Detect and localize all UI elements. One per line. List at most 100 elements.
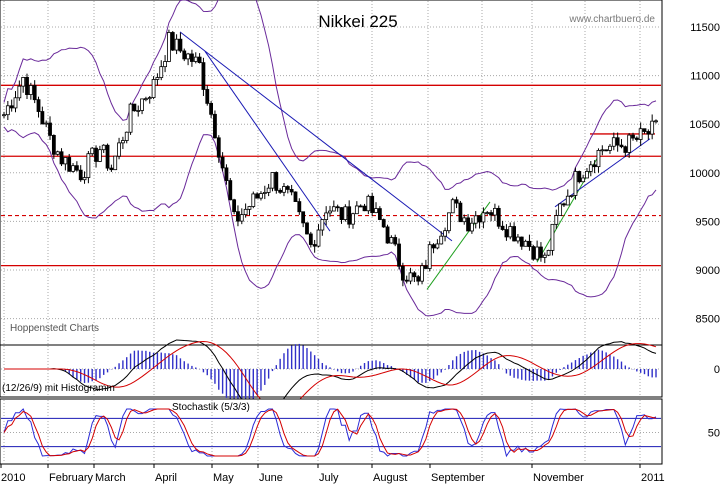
candle-body	[251, 193, 256, 207]
candle-body	[282, 186, 286, 193]
candle-body	[427, 244, 432, 269]
candle-body	[86, 153, 91, 178]
candle-body	[316, 229, 321, 247]
candle-body	[377, 208, 382, 220]
candle-body	[216, 137, 221, 158]
candle-body	[105, 144, 110, 169]
price-tick-label: 10500	[689, 119, 720, 131]
candle-body	[305, 222, 309, 235]
x-tick-label: June	[259, 472, 283, 484]
candle-body	[74, 165, 79, 171]
stoch-d-line	[3, 408, 657, 457]
candle-body	[328, 210, 332, 214]
candle-body	[186, 53, 190, 60]
candle-body	[151, 79, 156, 98]
candle-body	[331, 206, 336, 212]
price-tick-label: 11000	[690, 71, 720, 83]
candle-body	[335, 206, 340, 209]
candle-body	[500, 225, 505, 230]
candle-body	[454, 199, 459, 204]
candle-body	[404, 279, 409, 282]
candle-body	[113, 155, 118, 171]
candle-body	[109, 167, 114, 171]
trend-line-long	[179, 31, 453, 242]
candle-body	[224, 167, 229, 181]
candle-body	[485, 212, 490, 214]
source-label: Hoppenstedt Charts	[10, 323, 99, 334]
candle-body	[301, 211, 306, 224]
x-tick-label: April	[155, 472, 177, 484]
candle-body	[634, 137, 639, 140]
macd-y-axis: 0	[714, 364, 720, 376]
candle-body	[262, 192, 267, 194]
candle-body	[546, 249, 551, 256]
candle-body	[562, 203, 566, 206]
lower-band	[3, 126, 657, 317]
candle-body	[213, 113, 217, 139]
candle-body	[163, 61, 167, 68]
candle-body	[293, 191, 298, 202]
candle-body	[477, 215, 482, 223]
candle-body	[13, 97, 18, 109]
candle-body	[117, 142, 121, 157]
candle-body	[67, 157, 72, 172]
candle-body	[167, 32, 171, 62]
candle-body	[588, 164, 593, 172]
stoch-tick-label: 50	[708, 428, 720, 440]
candle-body	[55, 151, 60, 155]
candle-body	[523, 240, 528, 247]
candle-body	[573, 171, 578, 196]
macd-label: (12/26/9) mit Histogramm	[2, 383, 115, 394]
candle-body	[508, 226, 513, 238]
candle-body	[389, 237, 394, 244]
candle-body	[646, 131, 651, 135]
candle-body	[339, 207, 344, 220]
watermark: www.chartbuero.de	[568, 14, 655, 25]
stoch-panel-frame	[0, 398, 663, 465]
candle-body	[9, 105, 14, 109]
candle-body	[596, 150, 601, 168]
candle-body	[270, 172, 275, 189]
price-candles	[2, 29, 658, 287]
candle-body	[416, 276, 421, 282]
candle-body	[44, 122, 49, 125]
candle-body	[247, 206, 252, 210]
x-tick-label: 2010	[1, 472, 25, 484]
candle-body	[354, 205, 359, 215]
candle-body	[565, 195, 570, 206]
bollinger-bands	[3, 0, 657, 317]
macd-grid	[1, 346, 661, 396]
candle-body	[178, 38, 183, 52]
candle-body	[397, 243, 401, 267]
candle-body	[128, 103, 133, 133]
candle-body	[320, 219, 325, 231]
macd-panel-frame	[0, 344, 663, 398]
candle-body	[577, 171, 582, 183]
candle-body	[619, 144, 624, 148]
candle-body	[136, 110, 141, 112]
candle-body	[28, 85, 33, 95]
candle-body	[420, 265, 424, 282]
candle-body	[182, 50, 187, 60]
stoch-k-line	[3, 408, 657, 458]
candle-body	[101, 144, 106, 151]
x-tick-label: May	[213, 472, 234, 484]
candle-body	[592, 164, 597, 168]
candle-body	[370, 195, 375, 214]
macd-tick-label: 0	[714, 364, 720, 376]
candle-body	[631, 134, 635, 139]
candle-body	[550, 223, 555, 251]
x-axis-labels: 2010 February March April May June July August S…	[0, 464, 665, 484]
candle-body	[36, 99, 41, 112]
x-tick-label: 2011	[641, 472, 665, 484]
x-tick-label: November	[533, 472, 584, 484]
candle-body	[569, 195, 574, 197]
price-tick-label: 11500	[690, 22, 720, 34]
candle-body	[94, 147, 98, 162]
candle-body	[90, 147, 95, 155]
candle-body	[431, 244, 436, 249]
candle-body	[324, 212, 329, 220]
candle-body	[615, 137, 620, 146]
candle-body	[611, 137, 616, 147]
